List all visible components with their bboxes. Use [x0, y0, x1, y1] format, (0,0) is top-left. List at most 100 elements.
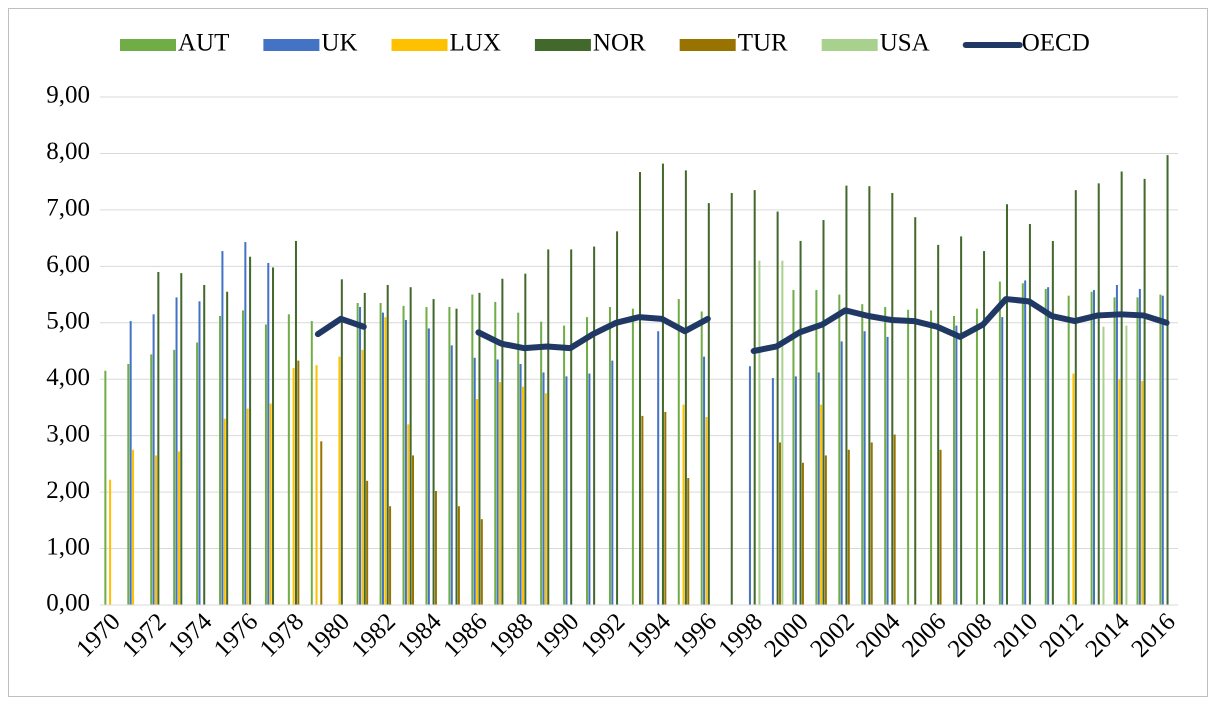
- bar: [381, 312, 384, 605]
- bar: [884, 306, 887, 605]
- bar: [157, 271, 160, 605]
- bar: [480, 519, 483, 605]
- bar: [616, 231, 619, 606]
- bar: [356, 303, 359, 605]
- bar: [960, 236, 963, 605]
- bar: [223, 418, 226, 605]
- bar: [244, 242, 247, 605]
- bar: [1125, 325, 1128, 605]
- bar: [868, 186, 871, 605]
- line-series: [314, 296, 1170, 354]
- bar: [822, 220, 825, 605]
- bar: [287, 314, 290, 605]
- chart-frame: [8, 8, 1208, 697]
- bar: [824, 455, 827, 605]
- bar: [730, 192, 733, 605]
- bar: [593, 246, 596, 606]
- bar: [320, 441, 323, 605]
- bar: [684, 170, 687, 605]
- bar: [1138, 288, 1141, 605]
- bar: [758, 260, 761, 605]
- bar: [542, 372, 545, 605]
- bar: [198, 301, 201, 605]
- legend-label: UK: [321, 30, 357, 57]
- bar: [432, 299, 435, 605]
- bar: [781, 260, 784, 605]
- bar: [664, 411, 667, 605]
- bar: [152, 314, 155, 605]
- bar: [1072, 373, 1075, 605]
- legend-label: USA: [880, 30, 930, 57]
- bar: [450, 345, 453, 605]
- bar: [778, 442, 782, 605]
- bar: [457, 506, 460, 605]
- bar: [203, 284, 206, 605]
- bar: [412, 455, 415, 605]
- bar: [1005, 204, 1008, 605]
- bar: [955, 325, 958, 605]
- bar: [501, 278, 504, 605]
- bar: [771, 378, 774, 605]
- bar: [1067, 295, 1070, 605]
- bar: [983, 251, 986, 606]
- bar: [817, 372, 820, 605]
- y-tick-label: 2,00: [46, 477, 90, 504]
- bar: [1115, 284, 1118, 605]
- y-tick-label: 0,00: [46, 590, 90, 617]
- bar: [641, 415, 644, 605]
- bar: [588, 373, 591, 605]
- bar: [700, 311, 703, 605]
- bar: [219, 316, 222, 605]
- bar: [570, 249, 573, 605]
- y-tick-label: 6,00: [46, 251, 90, 278]
- bar: [127, 363, 130, 605]
- bar: [540, 321, 543, 605]
- bar: [1097, 183, 1100, 606]
- bar: [792, 290, 795, 605]
- legend-swatch: [120, 39, 176, 51]
- bar: [154, 455, 157, 605]
- bar: [434, 490, 437, 605]
- bar: [494, 301, 497, 605]
- bar: [272, 267, 275, 605]
- bar: [1092, 290, 1095, 605]
- bar: [563, 325, 566, 605]
- y-tick-label: 1,00: [46, 533, 90, 560]
- bar: [1136, 297, 1139, 605]
- bar: [820, 404, 823, 605]
- bar: [893, 434, 896, 605]
- bar: [1143, 178, 1146, 605]
- bar: [907, 309, 910, 605]
- bar: [340, 279, 343, 605]
- bar: [246, 408, 249, 605]
- bar: [1021, 283, 1024, 605]
- bar: [1028, 224, 1031, 605]
- y-tick-label: 3,00: [46, 420, 90, 447]
- y-tick-label: 9,00: [46, 82, 90, 109]
- bar: [870, 442, 873, 605]
- bar: [448, 306, 451, 605]
- legend-swatch: [263, 39, 320, 51]
- bar: [150, 354, 153, 605]
- bar: [517, 312, 520, 605]
- bar: [939, 449, 942, 605]
- bar: [384, 317, 387, 605]
- bar: [1047, 287, 1050, 605]
- bar: [249, 256, 252, 605]
- bar: [611, 360, 614, 605]
- bar: [1051, 240, 1054, 605]
- bar: [930, 310, 933, 605]
- bar: [363, 292, 366, 605]
- bar: [677, 299, 680, 605]
- legend-label: LUX: [450, 30, 501, 57]
- bar: [815, 290, 818, 605]
- bar: [473, 357, 476, 605]
- bar: [1102, 326, 1105, 605]
- legend-label: NOR: [593, 30, 646, 57]
- bar: [402, 305, 405, 605]
- bar: [366, 480, 369, 605]
- bar: [264, 324, 267, 605]
- bar: [1166, 155, 1169, 606]
- bar: [496, 359, 499, 605]
- bar: [315, 365, 318, 605]
